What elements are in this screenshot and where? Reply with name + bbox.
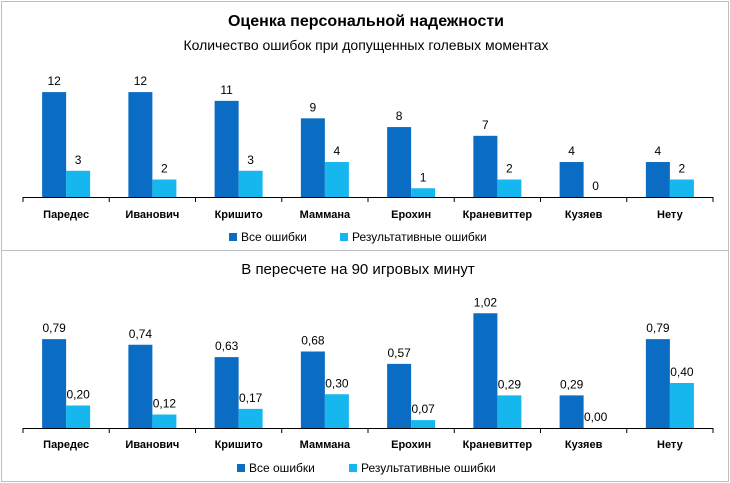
chart2-bar-all — [559, 395, 584, 428]
chart1-bar-all — [645, 162, 670, 197]
chart2-legend-label: Результативные ошибки — [361, 461, 496, 475]
chart1-value-label: 1 — [420, 170, 427, 184]
chart1-category-label: Кришито — [215, 209, 263, 221]
chart2-value-label: 0,57 — [387, 346, 411, 360]
chart1-value-label: 2 — [506, 162, 513, 176]
chart2-category-label: Краневиттер — [463, 439, 533, 451]
chart1-bar-all — [214, 100, 239, 197]
chart1-bar-all — [559, 162, 584, 197]
chart2-bar-decisive — [411, 420, 436, 428]
chart2-category-label: Нету — [657, 439, 684, 451]
chart2-value-label: 0,17 — [239, 391, 263, 405]
chart1-value-label: 9 — [310, 100, 317, 114]
chart2-value-label: 0,00 — [584, 410, 608, 424]
chart1-value-label: 0 — [592, 179, 599, 193]
chart2-legend-label: Все ошибки — [249, 461, 315, 475]
chart1-category-label: Кузяев — [565, 209, 603, 221]
chart1-category-label: Паредес — [43, 209, 89, 221]
chart2-bar-all — [645, 339, 670, 428]
chart1-bar-decisive — [324, 162, 349, 197]
chart1-value-label: 12 — [47, 74, 61, 88]
chart2-value-label: 0,40 — [670, 365, 694, 379]
chart-divider — [2, 250, 728, 251]
chart2-bar-decisive — [152, 414, 177, 428]
chart1-value-label: 3 — [75, 153, 82, 167]
chart2-subtitle: В пересчете на 90 игровых минут — [241, 261, 475, 278]
chart2-value-label: 0,20 — [66, 388, 90, 402]
chart2-bar-decisive — [497, 395, 522, 428]
chart2-value-label: 0,63 — [215, 339, 239, 353]
chart1-bar-all — [473, 135, 498, 197]
chart2-value-label: 0,79 — [646, 321, 670, 335]
chart1-bar-decisive — [238, 170, 263, 197]
chart2-bar-all — [300, 351, 325, 428]
chart1-value-label: 2 — [161, 162, 168, 176]
chart1-bar-all — [128, 92, 153, 197]
chart1-value-label: 11 — [220, 83, 233, 97]
chart2-bar-decisive — [324, 394, 349, 428]
chart1-legend-label: Результативные ошибки — [352, 230, 487, 244]
chart1-value-label: 7 — [482, 118, 489, 132]
chart2-value-label: 0,68 — [301, 334, 325, 348]
chart2-legend-swatch — [237, 464, 245, 472]
chart2-value-label: 0,30 — [325, 376, 349, 390]
chart1-bar-decisive — [66, 170, 91, 197]
chart1-category-label: Нету — [657, 209, 684, 221]
chart1-legend-swatch — [340, 233, 348, 241]
chart-title: Оценка персональной надежности — [228, 13, 504, 30]
chart1-bar-all — [42, 92, 67, 197]
chart2-value-label: 0,29 — [560, 377, 584, 391]
chart1-value-label: 12 — [134, 74, 148, 88]
chart1-category-label: Иванович — [125, 209, 179, 221]
chart1-bar-decisive — [497, 179, 522, 197]
chart2-bar-all — [214, 357, 239, 428]
chart2-value-label: 0,79 — [42, 321, 66, 335]
chart1-value-label: 4 — [334, 144, 341, 158]
chart2-bar-all — [128, 344, 153, 428]
chart2-bar-all — [473, 313, 498, 428]
chart1-legend-label: Все ошибки — [241, 230, 307, 244]
chart2-category-label: Паредес — [43, 439, 89, 451]
chart2-bar-decisive — [669, 383, 694, 428]
chart1-value-label: 8 — [396, 109, 403, 123]
chart1-value-label: 2 — [679, 162, 686, 176]
chart1-value-label: 4 — [568, 144, 575, 158]
chart1-bar-decisive — [669, 179, 694, 197]
chart1-value-label: 4 — [655, 144, 662, 158]
chart2-category-label: Маммана — [300, 439, 351, 451]
chart1-bar-decisive — [152, 179, 177, 197]
chart2-value-label: 1,02 — [474, 295, 498, 309]
chart2-bar-decisive — [238, 408, 263, 428]
chart1-bar-all — [387, 127, 412, 197]
chart1-category-label: Ерохин — [391, 209, 431, 221]
chart2-value-label: 0,12 — [153, 397, 177, 411]
chart1-category-label: Краневиттер — [463, 209, 533, 221]
chart2-category-label: Иванович — [125, 439, 179, 451]
chart2-bar-decisive — [66, 405, 91, 428]
chart1-value-label: 3 — [247, 153, 254, 167]
chart1-category-label: Маммана — [300, 209, 351, 221]
chart2-value-label: 0,07 — [411, 402, 435, 416]
chart2-value-label: 0,74 — [129, 327, 153, 341]
chart2-category-label: Ерохин — [391, 439, 431, 451]
chart1-bar-decisive — [411, 188, 436, 197]
chart2-bar-all — [42, 339, 67, 428]
chart1-subtitle: Количество ошибок при допущенных голевых… — [183, 37, 548, 53]
chart2-legend-swatch — [349, 464, 357, 472]
chart1-bar-all — [300, 118, 325, 197]
chart2-value-label: 0,29 — [498, 377, 522, 391]
chart2-category-label: Кришито — [215, 439, 263, 451]
chart2-category-label: Кузяев — [565, 439, 603, 451]
chart2-bar-all — [387, 363, 412, 428]
chart1-legend-swatch — [229, 233, 237, 241]
